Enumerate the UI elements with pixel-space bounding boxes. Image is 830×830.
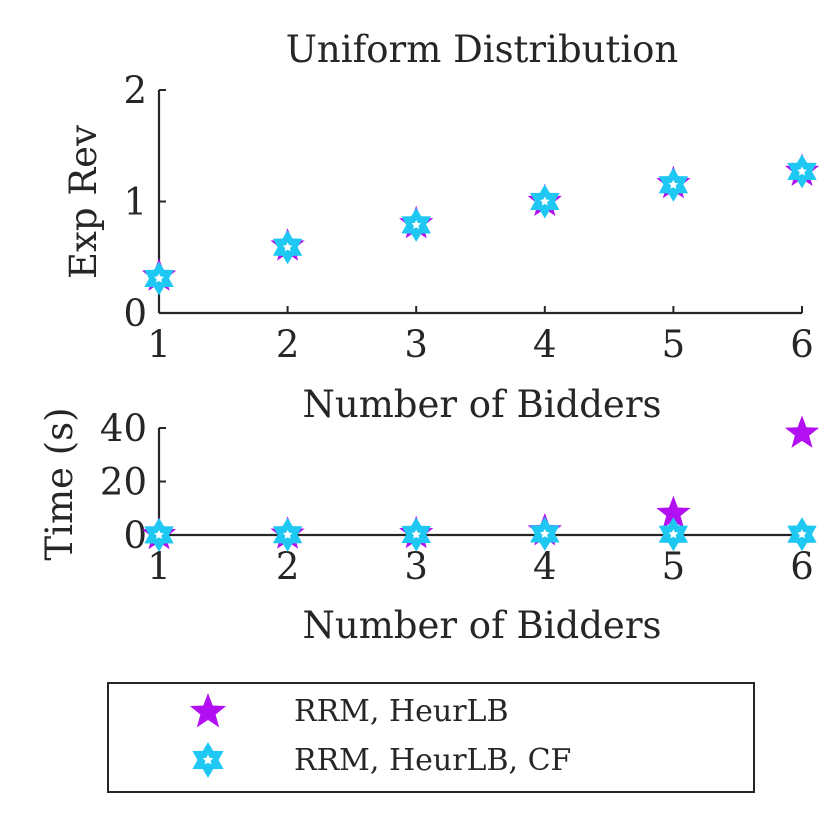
- x-tick-label: 6: [790, 545, 814, 588]
- x-tick-label: 1: [147, 323, 171, 366]
- legend: RRM, HeurLB RRM, HeurLB, CF: [107, 682, 755, 793]
- point-center: [797, 166, 807, 176]
- point-center: [797, 529, 807, 539]
- exp-rev-plot: Uniform Distribution Exp Rev Number of B…: [62, 28, 820, 426]
- x-tick-label: 3: [404, 545, 428, 588]
- x-tick-label: 4: [533, 545, 557, 588]
- x-axis-label-top: Number of Bidders: [302, 383, 661, 426]
- legend-marker-center: [202, 754, 214, 765]
- point-center: [540, 196, 550, 206]
- point-center: [154, 529, 164, 539]
- time-plot: Time (s) Number of Bidders 0 20 40 1 2 3 4 5 6: [38, 407, 820, 647]
- legend-box: [107, 682, 755, 793]
- chart-title: Uniform Distribution: [286, 28, 679, 71]
- point-center: [282, 242, 293, 252]
- y-axis-label-exp-rev: Exp Rev: [62, 125, 105, 279]
- point-rrm-heurlb: [656, 495, 691, 529]
- legend-entry-rrm-heurlb: RRM, HeurLB: [189, 693, 509, 729]
- point-center: [668, 529, 679, 539]
- legend-label-rrm-heurlb: RRM, HeurLB: [294, 694, 509, 729]
- point-center: [668, 179, 679, 189]
- y-axis-label-time: Time (s): [38, 407, 81, 560]
- point-rrm-heurlb: [784, 415, 820, 448]
- x-tick-label: 3: [404, 323, 428, 366]
- x-tick-label: 2: [276, 323, 300, 366]
- y-tick-label: 0: [123, 292, 147, 335]
- legend-label-rrm-heurlb-cf: RRM, HeurLB, CF: [294, 743, 571, 778]
- legend-marker-star: [189, 693, 227, 728]
- y-tick-label: 0: [123, 514, 147, 557]
- y-tick-label: 1: [123, 181, 147, 224]
- x-tick-label: 5: [662, 545, 686, 588]
- point-center: [411, 529, 421, 539]
- x-tick-label: 2: [276, 545, 300, 588]
- point-center: [282, 529, 293, 539]
- point-center: [540, 528, 550, 538]
- legend-entry-rrm-heurlb-cf: RRM, HeurLB, CF: [192, 742, 571, 778]
- y-tick-label: 2: [123, 69, 147, 112]
- point-center: [411, 219, 421, 229]
- y-tick-label: 40: [100, 407, 147, 450]
- x-tick-label: 4: [533, 323, 557, 366]
- x-tick-label: 5: [662, 323, 686, 366]
- x-axis-label-bottom: Number of Bidders: [302, 604, 661, 647]
- x-tick-label: 6: [790, 323, 814, 366]
- point-center: [154, 273, 164, 283]
- y-tick-label: 20: [100, 461, 147, 504]
- x-tick-label: 1: [147, 545, 171, 588]
